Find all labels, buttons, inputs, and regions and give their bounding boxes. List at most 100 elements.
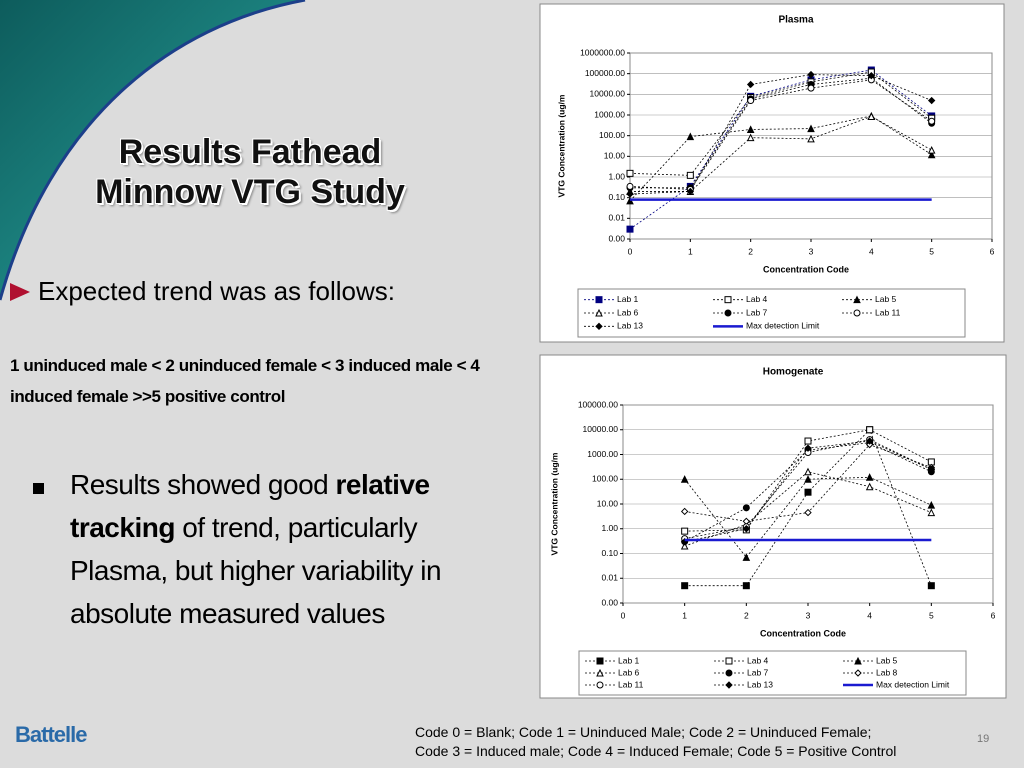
legend-label: Lab 7 bbox=[747, 667, 769, 677]
y-tick-label: 10000.00 bbox=[590, 89, 626, 99]
code-line: Code 0 = Blank; Code 1 = Uninduced Male;… bbox=[415, 724, 872, 740]
legend-marker bbox=[725, 681, 733, 689]
marker bbox=[867, 71, 876, 80]
marker bbox=[686, 171, 694, 179]
legend-label: Lab 6 bbox=[618, 667, 640, 677]
legend-label: Lab 13 bbox=[747, 679, 773, 689]
marker bbox=[742, 582, 750, 590]
marker bbox=[746, 125, 755, 133]
marker bbox=[680, 475, 689, 483]
bullet-text: Expected trend was as follows: bbox=[38, 276, 395, 306]
marker bbox=[804, 475, 812, 483]
legend-marker bbox=[596, 657, 604, 665]
bullet-square bbox=[33, 483, 44, 494]
marker bbox=[742, 525, 751, 533]
y-tick-label: 1000.00 bbox=[587, 449, 618, 459]
x-tick-label: 4 bbox=[867, 610, 872, 620]
legend-label: Lab 4 bbox=[747, 655, 769, 665]
series-line bbox=[629, 69, 932, 230]
x-tick-label: 3 bbox=[806, 610, 811, 620]
legend-marker bbox=[595, 322, 603, 331]
swoosh-edge bbox=[0, 0, 306, 301]
legend-label: Lab 5 bbox=[876, 655, 898, 665]
legend-label: Max detection Limit bbox=[746, 321, 820, 331]
y-tick-label: 0.00 bbox=[601, 597, 618, 607]
marker bbox=[927, 582, 935, 590]
marker bbox=[804, 437, 812, 445]
title-line: Results Fathead bbox=[118, 133, 382, 171]
legend-label: Lab 11 bbox=[875, 307, 901, 317]
x-axis-label: Concentration Code bbox=[763, 264, 849, 274]
bullet-text: Results showed good relative tracking of… bbox=[70, 463, 520, 635]
marker bbox=[742, 504, 750, 512]
y-tick-label: 0.00 bbox=[608, 233, 625, 243]
legend-marker bbox=[854, 656, 862, 665]
marker bbox=[686, 187, 695, 196]
y-tick-label: 10000.00 bbox=[583, 424, 619, 434]
legend-marker bbox=[596, 681, 604, 689]
x-tick-label: 1 bbox=[688, 246, 693, 256]
y-tick-label: 0.01 bbox=[608, 213, 625, 223]
y-tick-label: 1000000.00 bbox=[580, 47, 625, 57]
x-tick-label: 4 bbox=[869, 246, 874, 256]
x-tick-label: 5 bbox=[929, 610, 934, 620]
legend-marker bbox=[854, 669, 862, 677]
marker bbox=[804, 488, 812, 496]
slide-title: Results Fathead Minnow VTG Study bbox=[40, 132, 460, 212]
legend-marker bbox=[595, 296, 603, 304]
marker bbox=[865, 482, 874, 491]
y-tick-label: 100000.00 bbox=[578, 399, 618, 409]
marker bbox=[626, 182, 634, 190]
y-tick-label: 0.10 bbox=[601, 548, 618, 558]
marker bbox=[681, 527, 689, 535]
swoosh bbox=[0, 0, 305, 300]
legend-marker bbox=[596, 668, 604, 677]
marker bbox=[866, 426, 874, 434]
code-line: Code 3 = Induced male; Code 4 = Induced … bbox=[415, 743, 897, 759]
series-line bbox=[684, 439, 932, 539]
x-tick-label: 1 bbox=[682, 610, 687, 620]
legend-box bbox=[578, 650, 967, 696]
y-tick-label: 10.00 bbox=[597, 498, 619, 508]
x-tick-label: 2 bbox=[744, 610, 749, 620]
series-line bbox=[630, 116, 932, 192]
x-tick-label: 0 bbox=[628, 246, 633, 256]
marker bbox=[804, 444, 812, 452]
chart-title: Plasma bbox=[778, 15, 813, 26]
y-tick-label: 100.00 bbox=[599, 130, 625, 140]
logo: Battelle bbox=[15, 722, 87, 747]
text: of trend, particularly Plasma, but highe… bbox=[70, 512, 442, 629]
y-tick-label: 100.00 bbox=[592, 474, 618, 484]
legend-label: Lab 1 bbox=[618, 655, 640, 665]
title-line: Minnow VTG Study bbox=[95, 173, 405, 211]
legend-label: Lab 5 bbox=[875, 294, 897, 304]
y-tick-label: 1.00 bbox=[601, 523, 618, 533]
marker bbox=[927, 508, 936, 517]
x-axis-label: Concentration Code bbox=[760, 628, 846, 638]
legend-marker bbox=[724, 296, 732, 304]
marker bbox=[807, 84, 815, 92]
legend-label: Lab 4 bbox=[746, 294, 768, 304]
y-tick-label: 0.01 bbox=[601, 573, 618, 583]
marker bbox=[807, 134, 815, 143]
series-line bbox=[629, 74, 932, 195]
marker bbox=[867, 112, 876, 120]
marker bbox=[927, 501, 936, 509]
legend-label: Lab 11 bbox=[618, 679, 644, 689]
legend-marker bbox=[724, 309, 732, 317]
series-line bbox=[629, 115, 932, 202]
legend-marker bbox=[853, 309, 861, 317]
page-number: 19 bbox=[977, 733, 990, 745]
legend-label: Lab 8 bbox=[876, 667, 898, 677]
marker bbox=[807, 124, 815, 133]
marker bbox=[626, 225, 634, 233]
legend-marker bbox=[595, 308, 603, 317]
y-tick-label: 1.00 bbox=[608, 171, 625, 181]
marker bbox=[927, 465, 936, 474]
text: Results showed good bbox=[70, 469, 336, 500]
marker bbox=[928, 117, 936, 125]
x-tick-label: 3 bbox=[809, 246, 814, 256]
legend-box bbox=[577, 288, 966, 338]
legend-label: Lab 1 bbox=[617, 294, 639, 304]
x-tick-label: 0 bbox=[621, 610, 626, 620]
